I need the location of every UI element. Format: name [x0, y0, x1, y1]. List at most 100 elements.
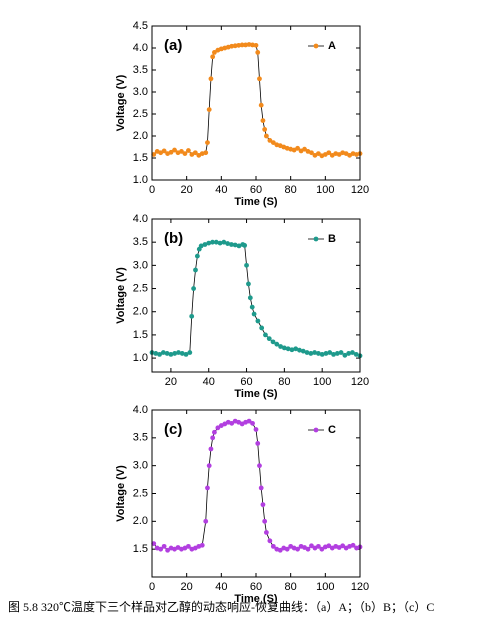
- plot-frame: [151, 409, 361, 578]
- y-axis-label: Voltage (V): [115, 465, 127, 522]
- data-point: [212, 429, 217, 435]
- data-point: [319, 351, 325, 357]
- data-point: [179, 149, 184, 154]
- legend-marker: [313, 43, 319, 49]
- data-point: [293, 346, 299, 352]
- y-tick-label: 4.0: [133, 213, 148, 225]
- data-point: [327, 350, 333, 355]
- legend-label: B: [328, 233, 336, 245]
- legend-marker: [313, 236, 319, 242]
- data-point: [316, 351, 321, 356]
- data-point: [225, 241, 231, 246]
- x-tick-label: 0: [149, 184, 155, 196]
- data-point: [264, 530, 269, 535]
- x-tick-label: 100: [313, 376, 331, 388]
- data-point: [182, 151, 188, 157]
- y-tick-label: 2.0: [133, 306, 148, 318]
- data-point: [319, 546, 325, 552]
- x-tick-label: 20: [181, 581, 193, 593]
- x-tick-label: 80: [285, 184, 297, 196]
- panel-label: (b): [164, 230, 183, 247]
- data-point: [277, 547, 283, 553]
- data-point: [255, 318, 261, 324]
- x-tick-label: 100: [316, 581, 334, 593]
- panel-label: (a): [164, 37, 182, 54]
- y-tick-label: 2.0: [133, 515, 148, 527]
- data-point: [350, 542, 356, 548]
- x-tick-label: 0: [149, 581, 155, 593]
- data-point: [316, 543, 321, 549]
- data-point: [323, 351, 329, 356]
- data-point: [164, 351, 170, 356]
- data-point: [176, 350, 181, 355]
- data-point: [304, 350, 310, 355]
- y-tick-label: 3.5: [133, 236, 148, 248]
- data-point: [208, 446, 214, 452]
- data-point: [266, 336, 272, 342]
- data-point: [212, 50, 217, 55]
- data-point: [308, 351, 314, 356]
- series-line: [151, 241, 361, 357]
- x-axis-label: Time (S): [234, 388, 278, 400]
- data-point: [221, 239, 227, 245]
- data-point: [179, 351, 185, 356]
- data-point: [203, 150, 209, 156]
- series-line: [153, 44, 361, 157]
- data-point: [193, 267, 198, 273]
- data-point: [331, 351, 336, 357]
- data-point: [187, 350, 193, 355]
- data-point: [186, 148, 191, 153]
- data-point: [258, 485, 264, 491]
- data-point: [189, 313, 195, 319]
- data-point: [229, 242, 234, 247]
- data-point: [312, 350, 318, 355]
- data-point: [217, 240, 223, 246]
- data-point: [300, 348, 306, 354]
- data-point: [284, 546, 290, 552]
- y-tick-label: 3.5: [133, 432, 148, 444]
- x-tick-label: 40: [215, 581, 227, 593]
- legend-label: C: [328, 424, 336, 436]
- data-point: [270, 140, 276, 146]
- plot-frame: [151, 218, 361, 373]
- data-point: [267, 138, 273, 143]
- data-point: [250, 420, 255, 426]
- data-point: [257, 76, 262, 82]
- x-tick-label: 20: [165, 376, 177, 388]
- data-point: [244, 262, 249, 268]
- x-axis-label: Time (S): [234, 196, 278, 208]
- y-tick-label: 2.5: [133, 282, 148, 294]
- legend-label: A: [328, 40, 336, 52]
- data-point: [289, 347, 295, 353]
- y-tick-label: 1.5: [133, 543, 148, 555]
- y-tick-label: 3.0: [133, 86, 148, 98]
- data-point: [229, 420, 235, 426]
- y-tick-label: 4.0: [133, 404, 148, 416]
- data-point: [160, 350, 166, 355]
- x-tick-label: 80: [278, 376, 290, 388]
- data-point: [153, 351, 159, 356]
- data-point: [274, 341, 280, 347]
- data-point: [168, 149, 174, 155]
- data-point: [255, 441, 261, 446]
- data-point: [262, 126, 268, 132]
- data-point: [151, 152, 157, 157]
- data-point: [340, 543, 346, 549]
- x-tick-label: 60: [250, 184, 262, 196]
- data-point: [270, 543, 276, 549]
- data-point: [258, 102, 264, 108]
- data-point: [270, 339, 276, 345]
- data-point: [259, 325, 265, 331]
- y-tick-label: 1.5: [133, 329, 148, 341]
- y-tick-label: 2.5: [133, 108, 148, 120]
- x-tick-label: 100: [316, 184, 334, 196]
- data-point: [161, 543, 167, 549]
- y-tick-label: 2.0: [133, 130, 148, 142]
- data-point: [206, 463, 212, 469]
- data-point: [208, 76, 214, 82]
- data-point: [172, 351, 178, 356]
- y-tick-label: 3.0: [133, 460, 148, 472]
- data-point: [247, 295, 253, 301]
- data-point: [346, 351, 352, 356]
